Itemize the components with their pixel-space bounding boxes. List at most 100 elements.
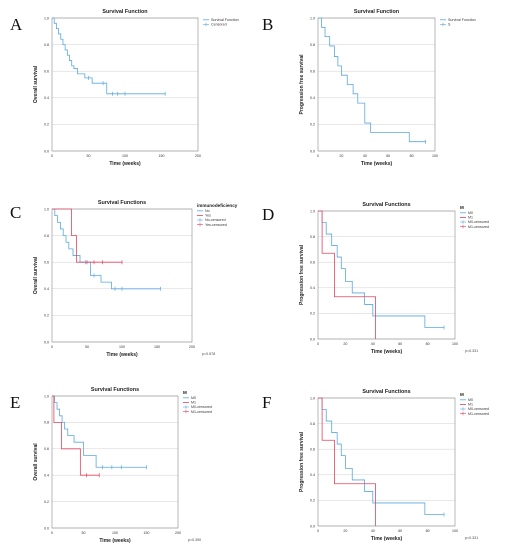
plot-frame <box>51 395 179 529</box>
y-tick-label: 1.0 <box>44 16 49 20</box>
y-tick-label: 0.6 <box>44 261 49 265</box>
plot-frame <box>317 210 456 340</box>
y-tick-label: 0.8 <box>310 422 315 426</box>
y-tick-label: 0.2 <box>44 123 49 127</box>
x-tick-label: 150 <box>154 345 160 349</box>
legend-entry: Survival Function <box>211 18 239 22</box>
x-tick-label: 150 <box>144 531 150 535</box>
series-line-survival-function <box>318 17 426 143</box>
y-tick-label: 1.0 <box>44 207 49 211</box>
panel-b: B Survival Function 0.0 0.2 0.4 0.6 0.8 1.0 0 20 4… <box>262 9 476 167</box>
legend-entry: No <box>205 209 210 213</box>
x-tick-label: 150 <box>159 154 165 158</box>
legend-title: M <box>460 392 464 397</box>
series-line-m0 <box>318 397 445 515</box>
legend-entry: M0-censored <box>191 405 212 409</box>
x-tick-label: 200 <box>175 531 181 535</box>
y-tick-label: 1.0 <box>310 396 315 400</box>
x-tick-label: 0 <box>51 154 53 158</box>
panel-letter: C <box>10 203 21 222</box>
series-line-yes <box>52 208 122 263</box>
plot-frame <box>317 17 436 152</box>
legend-entry: M1-censored <box>468 412 489 416</box>
x-tick-label: 60 <box>386 154 390 158</box>
y-axis-label: Overall survival <box>33 256 39 294</box>
x-tick-label: 50 <box>82 531 86 535</box>
panel-d: D Survival Functions 0.0 0.2 0.4 0.6 0.8 1.0 0 20… <box>262 202 489 355</box>
chart-title: Survival Functions <box>91 387 139 393</box>
x-axis-label: Time (weeks) <box>371 349 403 355</box>
panel-a: A Survival Function 0.0 0.2 0.4 0.6 0.8 1.0 0 50 1… <box>10 9 239 167</box>
plot-frame <box>51 17 199 152</box>
x-tick-label: 80 <box>410 154 414 158</box>
plot-frame <box>317 397 456 527</box>
y-axis-label: Progression free survival <box>299 431 305 492</box>
chart-title: Survival Functions <box>362 202 410 208</box>
y-tick-label: 0.6 <box>44 70 49 74</box>
x-axis-label: Time (weeks) <box>109 161 141 167</box>
x-axis-label: Time (weeks) <box>371 536 403 542</box>
y-tick-label: 0.2 <box>310 499 315 503</box>
legend-title: M <box>460 205 464 210</box>
y-tick-label: 0.2 <box>310 312 315 316</box>
legend-entry: Yes <box>205 214 211 218</box>
series-line-m1 <box>52 395 100 476</box>
legend-title: immunodeficiency <box>197 203 238 208</box>
chart-title: Survival Functions <box>98 200 146 206</box>
panel-c: C Survival Functions 0.0 0.2 0.4 0.6 0.8 1.0 0 50… <box>10 200 238 358</box>
y-tick-label: 0.0 <box>310 524 315 528</box>
chart-title: Survival Function <box>102 9 147 15</box>
y-tick-label: 0.2 <box>310 123 315 127</box>
x-tick-label: 0 <box>317 342 319 346</box>
y-tick-label: 0.4 <box>310 473 315 477</box>
x-tick-label: 0 <box>317 529 319 533</box>
x-tick-label: 200 <box>189 345 195 349</box>
legend-entry: Censored <box>211 23 227 27</box>
y-tick-label: 0.4 <box>44 287 49 291</box>
legend-entry: Survival Function <box>448 18 476 22</box>
panel-letter: A <box>10 15 23 34</box>
legend-entry: M0 <box>468 211 473 215</box>
x-tick-label: 40 <box>371 529 375 533</box>
y-tick-label: 0.4 <box>310 286 315 290</box>
y-tick-label: 0.4 <box>44 96 49 100</box>
legend-entry: M1-censored <box>191 410 212 414</box>
x-tick-label: 0 <box>317 154 319 158</box>
x-axis-label: Time (weeks) <box>106 352 138 358</box>
y-axis-label: Overall survival <box>33 443 39 481</box>
legend-entry: M1 <box>468 216 473 220</box>
legend-entry: M0-censored <box>468 220 489 224</box>
series-line-m0 <box>52 395 147 468</box>
x-tick-label: 0 <box>51 531 53 535</box>
p-value: p=0.578 <box>202 352 215 356</box>
legend-entry: M1 <box>468 403 473 407</box>
x-tick-label: 80 <box>426 529 430 533</box>
x-tick-label: 100 <box>452 342 458 346</box>
x-tick-label: 100 <box>119 345 125 349</box>
y-tick-label: 1.0 <box>310 16 315 20</box>
y-tick-label: 0.6 <box>310 261 315 265</box>
series-line-m0 <box>318 210 445 328</box>
panel-letter: D <box>262 205 274 224</box>
chart-title: Survival Functions <box>362 389 410 395</box>
y-tick-label: 1.0 <box>310 209 315 213</box>
legend-entry: No-censored <box>205 218 226 222</box>
x-tick-label: 100 <box>122 154 128 158</box>
y-tick-label: 0.0 <box>310 337 315 341</box>
p-value: p=0.331 <box>465 536 478 540</box>
x-axis-label: Time (weeks) <box>361 161 393 167</box>
legend-entry: M1-censored <box>468 225 489 229</box>
p-value: p=0.390 <box>188 538 201 542</box>
y-axis-label: Overall survival <box>33 65 39 103</box>
y-tick-label: 0.6 <box>310 70 315 74</box>
y-tick-label: 0.0 <box>310 149 315 153</box>
x-tick-label: 60 <box>398 529 402 533</box>
p-value: p=0.331 <box>465 349 478 353</box>
panel-letter: E <box>10 393 20 412</box>
legend-entry: M1 <box>191 401 196 405</box>
x-tick-label: 40 <box>363 154 367 158</box>
y-tick-label: 0.6 <box>310 448 315 452</box>
panel-f: F Survival Functions 0.0 0.2 0.4 0.6 0.8 1.0 0 20… <box>262 389 489 542</box>
y-tick-label: 0.8 <box>44 421 49 425</box>
